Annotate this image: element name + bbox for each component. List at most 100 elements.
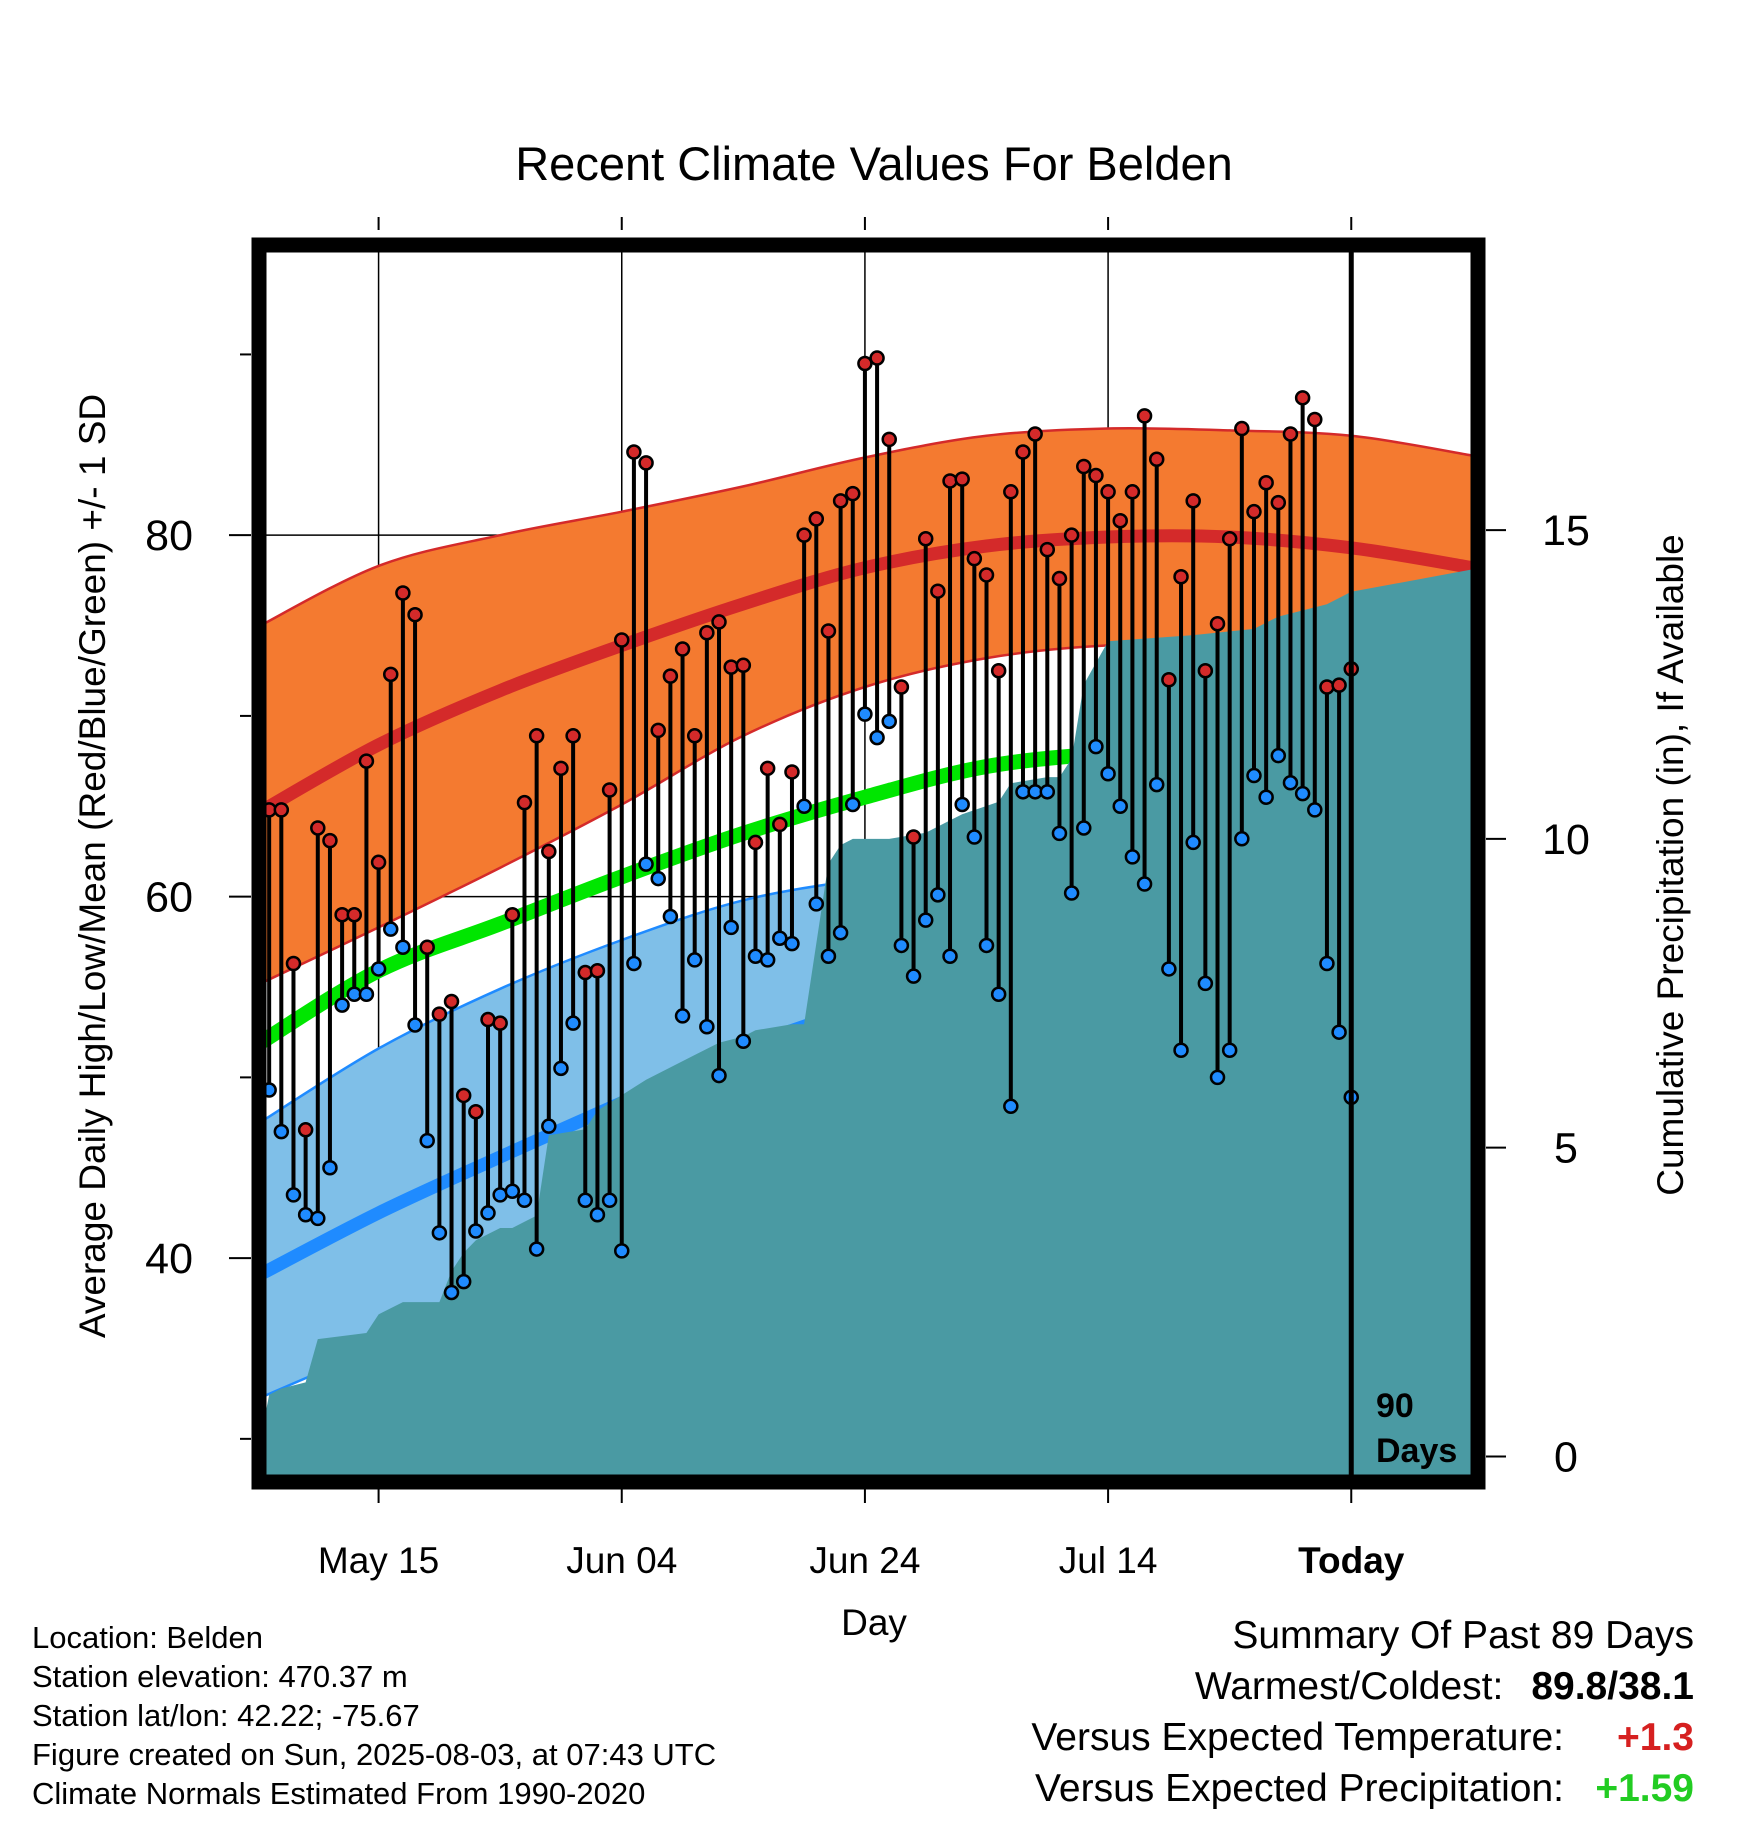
daily-low-point <box>419 1132 435 1149</box>
daily-high-point <box>285 955 302 972</box>
daily-low-point <box>1307 802 1323 818</box>
daily-low-point <box>468 1223 484 1239</box>
daily-high-point <box>1270 494 1287 511</box>
precip-value: +1.59 <box>1595 1767 1694 1810</box>
daily-high-point <box>917 531 934 547</box>
daily-high-point <box>686 728 703 744</box>
daily-high-point <box>1221 531 1238 547</box>
y2-tick-label: 15 <box>1542 507 1590 555</box>
daily-low-point <box>1221 1042 1238 1059</box>
y-tick-label: 60 <box>145 874 193 922</box>
daily-low-point <box>759 952 776 968</box>
daily-low-point <box>808 896 825 912</box>
y-axis-left: 40 60 80 <box>145 353 251 1440</box>
daily-low-point <box>1197 975 1214 992</box>
daily-high-point <box>443 993 460 1010</box>
days-label-word: Days <box>1376 1432 1457 1470</box>
x-tick-label: Jul 14 <box>1059 1540 1158 1581</box>
daily-high-point <box>881 431 897 448</box>
daily-high-point <box>492 1015 508 1031</box>
x-tick-label: Today <box>1298 1540 1405 1581</box>
daily-low-point <box>869 729 885 746</box>
daily-high-point <box>541 843 557 860</box>
daily-low-point <box>285 1187 302 1203</box>
daily-low-point <box>626 955 642 972</box>
daily-high-point <box>1282 426 1299 442</box>
daily-high-point <box>1209 615 1226 632</box>
daily-low-point <box>674 1008 691 1024</box>
daily-low-point <box>455 1273 472 1290</box>
daily-high-point <box>626 444 642 460</box>
daily-high-point <box>528 728 545 744</box>
y-tick-label: 80 <box>145 512 193 560</box>
daily-low-point <box>443 1284 460 1301</box>
daily-high-point <box>857 355 873 372</box>
daily-low-point <box>711 1067 727 1084</box>
daily-high-point <box>1124 484 1141 500</box>
daily-high-point <box>711 614 727 630</box>
daily-low-point <box>1185 834 1201 851</box>
daily-high-point <box>504 906 521 923</box>
daily-high-point <box>820 623 837 639</box>
daily-low-point <box>845 796 861 813</box>
daily-low-point <box>1124 849 1141 865</box>
daily-low-point <box>978 937 995 954</box>
daily-high-point <box>1027 426 1043 442</box>
daily-low-point <box>735 1033 752 1049</box>
daily-high-point <box>930 583 946 599</box>
x-tick-label: May 15 <box>318 1540 439 1581</box>
daily-low-point <box>407 1017 423 1033</box>
daily-low-point <box>1003 1098 1019 1115</box>
daily-low-point <box>1209 1069 1226 1086</box>
daily-high-point <box>772 816 788 833</box>
temp-label: Versus Expected Temperature: <box>1031 1716 1564 1759</box>
daily-high-point <box>601 782 618 798</box>
daily-high-point <box>759 760 776 777</box>
daily-low-point <box>1258 789 1274 805</box>
daily-low-point <box>395 939 411 956</box>
daily-low-point <box>565 1015 581 1031</box>
daily-high-point <box>1197 662 1214 679</box>
daily-low-point <box>832 925 849 941</box>
daily-low-point <box>1234 831 1250 847</box>
daily-high-point <box>942 473 958 489</box>
daily-low-point <box>358 986 375 1002</box>
daily-high-point <box>845 485 861 502</box>
daily-high-point <box>650 722 666 739</box>
plot-content <box>266 252 1471 1475</box>
daily-high-point <box>565 728 581 744</box>
daily-low-point <box>723 919 739 936</box>
daily-high-point <box>747 834 764 851</box>
daily-high-point <box>370 854 387 871</box>
daily-low-point <box>431 1225 448 1241</box>
warm-cold-value: 89.8/38.1 <box>1531 1665 1694 1708</box>
daily-low-point <box>893 937 910 954</box>
normals-text: Climate Normals Estimated From 1990-2020 <box>32 1776 646 1811</box>
warm-cold-label: Warmest/Coldest: <box>1194 1665 1504 1708</box>
daily-high-point <box>1088 467 1104 484</box>
daily-high-point <box>662 668 679 684</box>
daily-high-point <box>358 753 375 769</box>
daily-high-point <box>395 585 411 601</box>
location-text: Location: Belden <box>32 1620 263 1655</box>
daily-low-point <box>1148 776 1165 793</box>
daily-high-point <box>808 511 825 527</box>
daily-low-point <box>1039 784 1056 800</box>
daily-low-point <box>966 829 983 845</box>
daily-high-point <box>1003 484 1019 500</box>
daily-low-point <box>990 986 1007 1002</box>
daily-high-point <box>273 802 290 818</box>
daily-low-point <box>820 948 837 965</box>
x-tick-label: Jun 04 <box>566 1540 677 1581</box>
y-tick-label: 40 <box>145 1235 193 1283</box>
daily-low-point <box>772 930 788 946</box>
daily-low-point <box>881 713 897 730</box>
summary-warm-cold-row: Warmest/Coldest: 89.8/38.1 <box>1031 1661 1694 1712</box>
daily-low-point <box>1331 1024 1347 1040</box>
daily-low-point <box>1136 876 1153 892</box>
daily-high-point <box>1076 458 1092 475</box>
normal-high-band <box>266 426 1471 983</box>
daily-high-point <box>723 659 739 675</box>
plot-frame <box>251 237 1486 1490</box>
daily-low-point <box>322 1160 338 1176</box>
